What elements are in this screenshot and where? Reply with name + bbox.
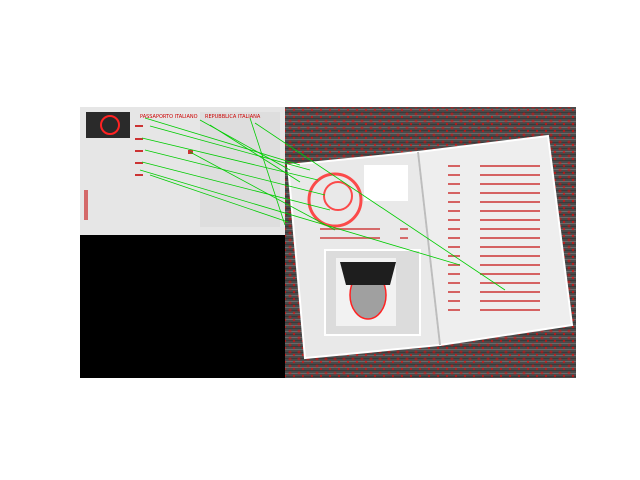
card-security-pattern — [200, 112, 280, 227]
match-line — [254, 122, 506, 291]
portrait-hair — [340, 262, 396, 285]
match-line — [149, 125, 311, 171]
passport-text-block — [448, 165, 543, 315]
match-line — [141, 161, 331, 211]
right-image — [285, 107, 576, 378]
match-line — [141, 137, 319, 181]
card-logo-emblem — [100, 115, 120, 135]
card-header-right: REPUBBLICA ITALIANA — [205, 114, 261, 120]
passport-spine — [417, 151, 441, 346]
blank-window — [364, 165, 408, 201]
match-line — [249, 117, 286, 226]
left-image: PASSAPORTO ITALIANO REPUBBLICA ITALIANA — [80, 107, 285, 235]
card-header-left: PASSAPORTO ITALIANO — [140, 114, 198, 120]
open-passport — [286, 134, 574, 360]
match-line — [209, 124, 301, 183]
match-lines — [139, 117, 506, 291]
match-line — [144, 117, 301, 166]
left-image-padding — [80, 235, 285, 378]
match-line — [139, 169, 461, 266]
match-line — [144, 149, 326, 196]
match-line — [189, 151, 336, 231]
match-line — [149, 174, 289, 223]
